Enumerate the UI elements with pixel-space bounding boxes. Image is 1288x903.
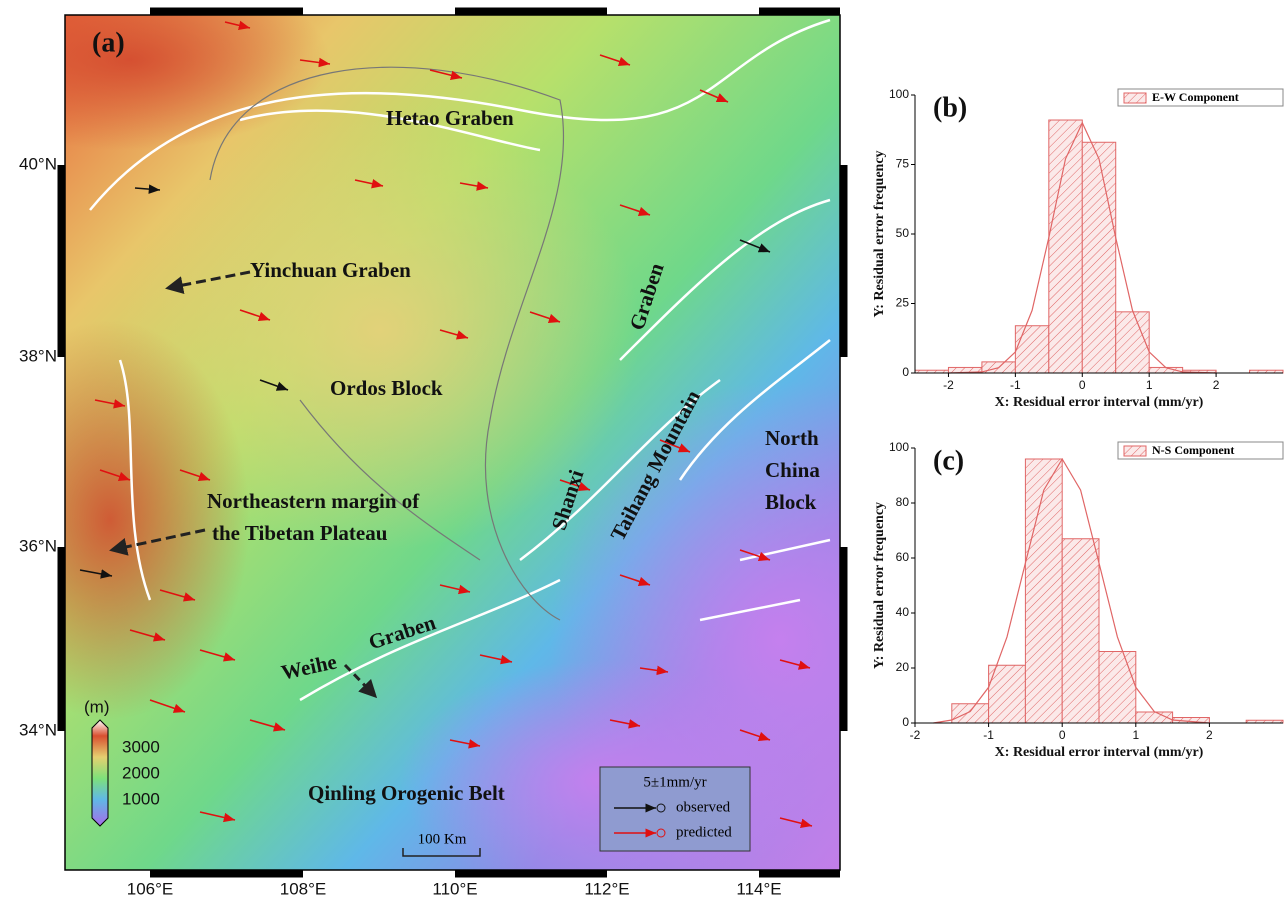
y-tick-label: 60 xyxy=(896,550,910,564)
y-tick-label: 100 xyxy=(889,440,909,454)
y-tick-label: 80 xyxy=(896,495,910,509)
colorbar-tick: 3000 xyxy=(122,737,160,756)
map-label: China xyxy=(765,458,820,482)
bar xyxy=(1025,459,1062,723)
lon-tick: 108°E xyxy=(280,879,327,898)
y-tick-label: 100 xyxy=(889,87,909,101)
x-tick-label: -1 xyxy=(983,728,994,742)
lon-tick: 110°E xyxy=(432,879,477,898)
lon-tick: 114°E xyxy=(736,879,781,898)
map-label: North xyxy=(765,426,819,450)
map-label: Northeastern margin of xyxy=(207,489,420,513)
map-label: the Tibetan Plateau xyxy=(212,521,388,545)
lat-tick: 40°N xyxy=(19,154,57,173)
bar xyxy=(1082,142,1115,373)
legend-swatch xyxy=(1124,93,1146,103)
lat-tick: 36°N xyxy=(19,536,57,555)
x-tick-label: 0 xyxy=(1079,378,1086,392)
map-label: Yinchuan Graben xyxy=(250,258,411,282)
bar xyxy=(952,704,989,723)
bar xyxy=(1015,326,1048,373)
legend-title: 5±1mm/yr xyxy=(643,774,706,790)
lon-tick: 106°E xyxy=(127,879,174,898)
y-axis-label: Y: Residual error frequency xyxy=(872,150,887,317)
x-axis-label: X: Residual error interval (mm/yr) xyxy=(995,745,1204,760)
map-label: Qinling Orogenic Belt xyxy=(308,781,505,805)
legend-item: predicted xyxy=(676,824,732,840)
legend-swatch xyxy=(1124,446,1146,456)
lat-tick: 34°N xyxy=(19,720,57,739)
figure: (a) 40°N 38°N 36°N 34°N 106°E 108°E 110°… xyxy=(0,0,1288,903)
colorbar-tick: 2000 xyxy=(122,763,160,782)
legend-label: N-S Component xyxy=(1152,443,1234,457)
y-tick-label: 50 xyxy=(896,226,910,240)
panel-label: (b) xyxy=(933,92,967,123)
lat-tick: 38°N xyxy=(19,346,57,365)
panel-label: (c) xyxy=(933,445,964,476)
vector-legend: 5±1mm/yr observed predicted xyxy=(600,767,750,851)
scale-label: 100 Km xyxy=(418,831,467,847)
histogram: 0 25 50 75 100 -2 -1 0 1 2 X: Residual error inter… xyxy=(872,87,1283,410)
lon-tick: 112°E xyxy=(584,879,629,898)
y-axis-label: Y: Residual error frequency xyxy=(872,502,887,669)
y-tick-label: 40 xyxy=(896,605,910,619)
y-tick-label: 0 xyxy=(902,365,909,379)
map-label: Hetao Graben xyxy=(386,106,514,130)
x-tick-label: -1 xyxy=(1010,378,1021,392)
x-tick-label: 1 xyxy=(1132,728,1139,742)
legend-label: E-W Component xyxy=(1152,90,1239,104)
colorbar-unit: (m) xyxy=(84,697,109,716)
x-tick-label: -2 xyxy=(943,378,954,392)
legend-item: observed xyxy=(676,799,731,815)
map-panel: (a) 40°N 38°N 36°N 34°N 106°E 108°E 110°… xyxy=(0,0,1010,900)
x-tick-label: 0 xyxy=(1059,728,1066,742)
bar xyxy=(1099,652,1136,724)
map-label: Block xyxy=(765,490,817,514)
y-tick-label: 0 xyxy=(902,715,909,729)
colorbar-tick: 1000 xyxy=(122,789,160,808)
x-tick-label: 2 xyxy=(1213,378,1220,392)
y-tick-label: 75 xyxy=(896,157,910,171)
y-tick-label: 20 xyxy=(896,660,910,674)
map-label: Ordos Block xyxy=(330,376,443,400)
x-tick-label: -2 xyxy=(910,728,921,742)
x-axis-label: X: Residual error interval (mm/yr) xyxy=(995,395,1204,410)
histogram: 0 20 40 60 80 100 -2 -1 0 1 2X: Residual error int… xyxy=(872,440,1283,760)
bar xyxy=(1062,539,1099,723)
bar xyxy=(1116,312,1149,373)
x-tick-label: 2 xyxy=(1206,728,1213,742)
x-tick-label: 1 xyxy=(1146,378,1153,392)
panel-label: (a) xyxy=(92,27,125,58)
y-tick-label: 25 xyxy=(896,296,910,310)
